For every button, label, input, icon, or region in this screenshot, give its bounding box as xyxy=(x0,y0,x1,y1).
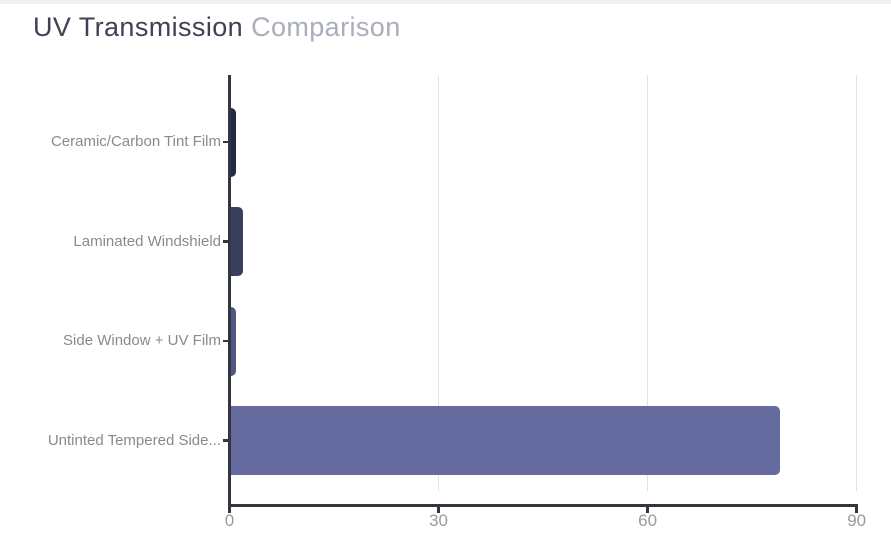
x-axis-tick xyxy=(645,507,650,513)
top-strip xyxy=(0,0,891,4)
bar xyxy=(228,406,781,475)
x-axis-line xyxy=(228,503,859,507)
category-label: Ceramic/Carbon Tint Film xyxy=(50,133,221,150)
y-axis-tick xyxy=(223,240,230,243)
chart-title-primary: UV Transmission xyxy=(33,12,244,42)
bar xyxy=(228,306,237,376)
gridline xyxy=(856,75,858,491)
category-label: Side Window + UV Film xyxy=(63,332,221,349)
x-axis-tick-label: 0 xyxy=(224,511,235,530)
y-axis-line xyxy=(228,75,231,507)
gridline xyxy=(647,75,649,491)
x-axis-tick xyxy=(436,507,441,513)
y-axis-tick xyxy=(223,140,230,144)
x-axis-tick-label: 30 xyxy=(429,511,449,530)
chart-title: UV Transmission Comparison xyxy=(33,12,401,43)
x-axis-tick xyxy=(854,507,859,513)
x-axis-tick xyxy=(227,507,232,513)
y-axis-tick xyxy=(223,439,230,442)
chart-title-secondary: Comparison xyxy=(251,12,401,42)
x-axis-tick-label: 60 xyxy=(638,511,658,530)
category-label: Laminated Windshield xyxy=(73,232,221,250)
bar xyxy=(228,207,244,276)
category-label: Untinted Tempered Side... xyxy=(47,431,221,449)
x-axis-tick-label: 90 xyxy=(847,511,867,530)
gridline xyxy=(438,75,440,491)
bar xyxy=(228,107,237,177)
y-axis-tick xyxy=(223,339,230,343)
